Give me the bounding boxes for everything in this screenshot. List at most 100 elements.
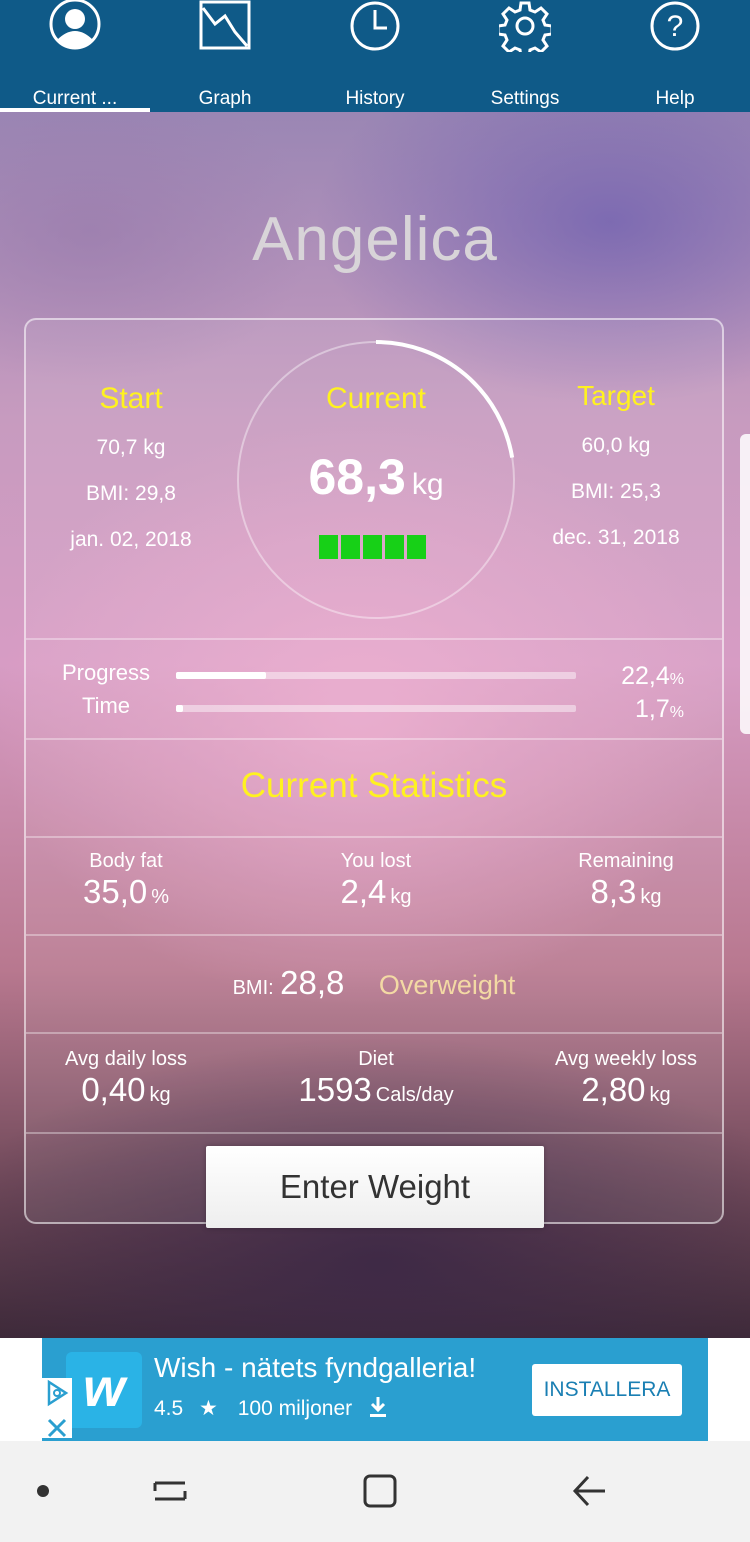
avg-weekly-value: 2,80 (581, 1071, 646, 1108)
ad-subtitle: 4.5 ★ 100 miljoner (154, 1396, 388, 1421)
progress-percent-unit: % (669, 671, 684, 688)
home-icon[interactable] (360, 1471, 400, 1511)
svg-text:?: ? (667, 10, 684, 43)
user-icon (49, 0, 101, 50)
current-weight-unit: kg (411, 468, 444, 501)
start-weight: 70,7 kg (96, 436, 166, 459)
current-weight: 68,3 kg (236, 448, 516, 506)
progress-block (385, 535, 404, 559)
remaining-stat: Remaining 8,3 kg (536, 850, 716, 911)
progress-block (319, 535, 338, 559)
start-bmi: BMI: 29,8 (86, 482, 176, 505)
bmi-category: Overweight (378, 970, 516, 1000)
bmi-value: 28,8 (280, 964, 345, 1001)
remaining-label: Remaining (578, 850, 674, 872)
avg-weekly-stat: Avg weekly loss 2,80 kg (536, 1048, 716, 1109)
target-label: Target (577, 380, 655, 411)
download-icon (369, 1397, 386, 1417)
tab-settings[interactable]: Settings (450, 0, 600, 112)
recent-apps-icon[interactable] (150, 1471, 190, 1511)
back-icon[interactable] (570, 1471, 610, 1511)
target-column: Target 60,0 kg BMI: 25,3 dec. 31, 2018 (531, 380, 701, 550)
divider (26, 638, 722, 640)
progress-percent-value: 22,4 (621, 662, 670, 690)
bmi-label: BMI: (232, 977, 274, 999)
current-weight-value: 68,3 (308, 449, 406, 505)
remaining-unit: kg (640, 886, 662, 908)
avg-weekly-label: Avg weekly loss (555, 1048, 697, 1070)
progress-label: Progress (61, 660, 151, 685)
diet-stat: Diet 1593 Cals/day (266, 1048, 486, 1109)
you-lost-stat: You lost 2,4 kg (286, 850, 466, 911)
tab-history-label: History (345, 88, 405, 109)
avg-daily-stat: Avg daily loss 0,40 kg (36, 1048, 216, 1109)
ad-downloads: 100 miljoner (237, 1397, 353, 1420)
divider (26, 836, 722, 838)
graph-icon (199, 0, 251, 50)
progress-ring-arc (375, 340, 515, 458)
body-fat-label: Body fat (89, 850, 163, 872)
ad-choices-icon[interactable] (42, 1378, 72, 1408)
tab-graph[interactable]: Graph (150, 0, 300, 112)
star-icon: ★ (199, 1397, 218, 1420)
clock-icon (350, 1, 400, 51)
summary-card: Start 70,7 kg BMI: 29,8 jan. 02, 2018 Cu… (24, 318, 724, 1228)
ad-rating: 4.5 (154, 1397, 184, 1420)
time-bar (176, 705, 576, 712)
ad-app-logo: w (66, 1352, 142, 1428)
divider (26, 1032, 722, 1034)
enter-weight-button[interactable]: Enter Weight (206, 1146, 544, 1228)
nav-dot-icon[interactable] (23, 1471, 63, 1511)
remaining-value: 8,3 (590, 873, 637, 910)
body-fat-value: 35,0 (82, 873, 148, 910)
time-label: Time (81, 693, 131, 718)
ad-install-button[interactable]: INSTALLERA (532, 1364, 682, 1416)
help-icon: ? (650, 1, 700, 51)
ad-title: Wish - nätets fyndgalleria! (154, 1352, 477, 1383)
stats-title: Current Statistics (240, 766, 508, 805)
tab-current[interactable]: Current ... (0, 0, 150, 112)
avg-weekly-unit: kg (649, 1084, 671, 1106)
ad-close-icon[interactable] (42, 1413, 72, 1443)
you-lost-unit: kg (390, 886, 412, 908)
tab-current-label: Current ... (32, 88, 118, 109)
tab-help[interactable]: ? Help (600, 0, 750, 112)
tab-settings-label: Settings (490, 88, 560, 109)
target-bmi: BMI: 25,3 (571, 480, 661, 503)
top-tab-bar: Current ... Graph History Settings ? Hel… (0, 0, 750, 112)
time-bar-fill (176, 705, 183, 712)
divider (26, 1132, 722, 1134)
divider (26, 738, 722, 740)
gear-icon (499, 1, 551, 52)
progress-bar-fill (176, 672, 266, 679)
divider (26, 934, 722, 936)
you-lost-value: 2,4 (340, 873, 387, 910)
tab-help-label: Help (655, 88, 695, 109)
bmi-row: BMI: 28,8 Overweight (26, 964, 722, 1002)
target-weight: 60,0 kg (581, 434, 651, 457)
target-date: dec. 31, 2018 (552, 526, 680, 549)
time-percent: 1,7% (635, 695, 684, 724)
body-fat-stat: Body fat 35,0% (36, 850, 216, 911)
ad-content[interactable]: w Wish - nätets fyndgalleria! 4.5 ★ 100 … (42, 1338, 708, 1441)
diet-label: Diet (358, 1048, 394, 1070)
progress-bar (176, 672, 576, 679)
diet-unit: Cals/day (375, 1084, 454, 1106)
progress-block (407, 535, 426, 559)
start-date: jan. 02, 2018 (70, 528, 192, 551)
you-lost-label: You lost (340, 850, 412, 872)
ad-choices[interactable] (42, 1378, 72, 1438)
profile-name: Angelica (252, 205, 498, 274)
tab-history[interactable]: History (300, 0, 450, 112)
progress-block (341, 535, 360, 559)
avg-daily-unit: kg (149, 1084, 171, 1106)
progress-percent: 22,4% (621, 662, 684, 691)
avg-daily-label: Avg daily loss (65, 1048, 187, 1070)
progress-block (363, 535, 382, 559)
scroll-handle[interactable] (740, 434, 750, 734)
tab-graph-label: Graph (198, 88, 252, 109)
diet-value: 1593 (298, 1071, 372, 1108)
start-column: Start 70,7 kg BMI: 29,8 jan. 02, 2018 (46, 382, 216, 552)
current-label: Current (325, 382, 427, 415)
system-nav-bar (0, 1441, 750, 1542)
